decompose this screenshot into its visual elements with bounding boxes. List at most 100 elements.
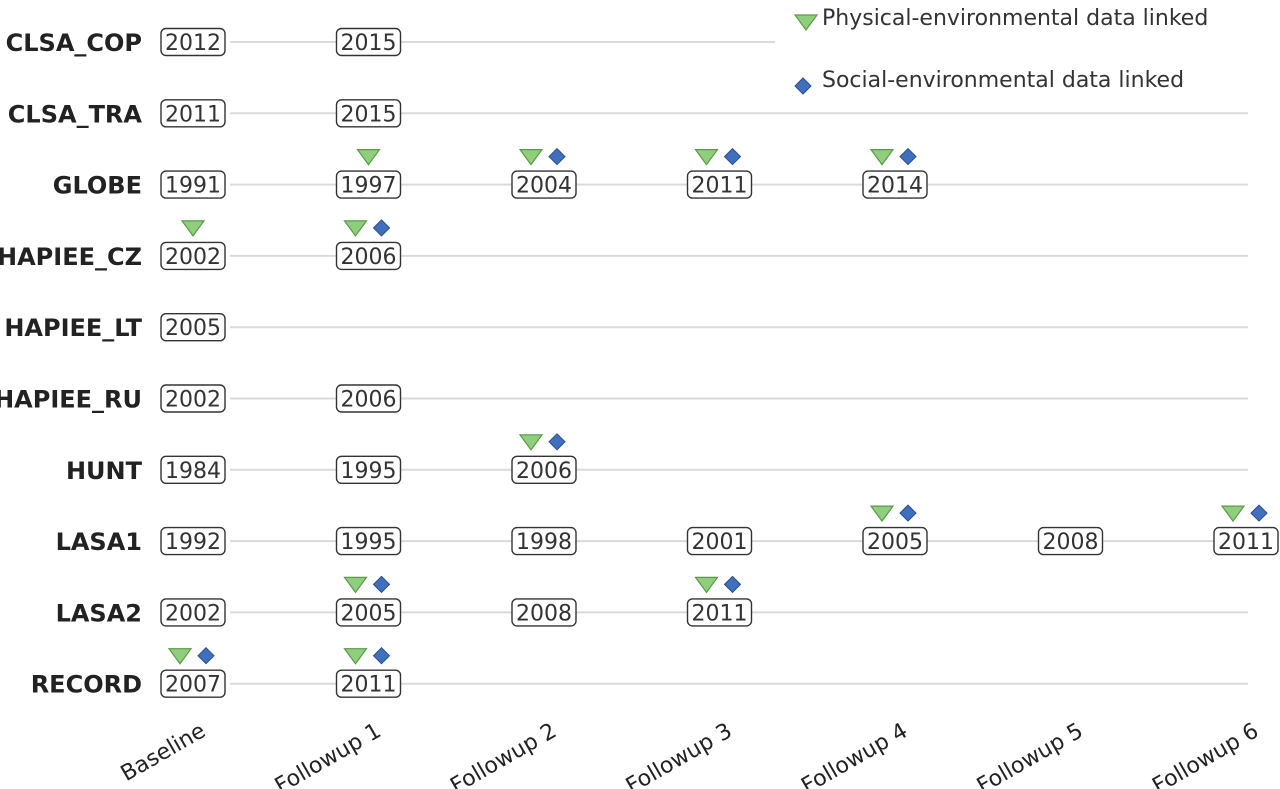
wave-cell: 2005 <box>160 313 226 342</box>
physical-marker-icon <box>343 648 368 665</box>
wave-cell: 2011 <box>686 575 753 627</box>
year-box <box>1037 526 1104 556</box>
wave-cell: 1992 <box>160 526 226 556</box>
chart-rows: CLSA_COP 2012 2015 CLSA_TRA 2011 2015 GLOBE 199… <box>0 27 1279 699</box>
year-box <box>335 99 402 128</box>
year-label: 2015 <box>341 102 397 127</box>
year-label: 2006 <box>341 388 397 413</box>
row-label: HAPIEE_LT <box>4 314 142 342</box>
year-box <box>160 669 226 698</box>
legend-diamond-icon <box>794 77 812 95</box>
wave-cell: 2011 <box>335 646 402 698</box>
legend-label-physical: Physical-environmental data linked <box>822 6 1208 31</box>
year-box <box>160 384 226 413</box>
year-label: 2011 <box>692 174 748 199</box>
wave-cell: 2006 <box>511 433 577 484</box>
physical-marker-icon <box>343 576 368 594</box>
row-label: HAPIEE_CZ <box>0 243 142 271</box>
wave-cell: 2002 <box>160 384 226 413</box>
wave-cell: 2006 <box>335 219 402 271</box>
year-label: 2002 <box>165 601 221 626</box>
wave-cell: 2001 <box>686 526 753 556</box>
year-label: 1995 <box>341 459 397 484</box>
year-box <box>335 170 402 199</box>
wave-cell: 2005 <box>335 575 402 627</box>
year-box <box>160 313 226 342</box>
wave-cell: 2011 <box>1213 504 1279 556</box>
year-label: 2011 <box>165 102 221 127</box>
cohort-row-hapiee-ru: HAPIEE_RU 2002 2006 <box>0 384 402 414</box>
year-label: 2008 <box>1043 530 1099 555</box>
social-marker-icon <box>899 147 917 166</box>
x-tick-label: Followup 2 <box>446 719 561 789</box>
year-label: 2011 <box>1218 530 1274 555</box>
cohort-row-record: RECORD 2007 2011 <box>31 646 402 699</box>
wave-cell: 2012 <box>160 27 226 57</box>
row-label: GLOBE <box>53 172 142 200</box>
x-axis: Baseline Followup 1 Followup 2 Followup 3 Fo… <box>117 719 1263 789</box>
wave-cell: 1997 <box>335 149 402 199</box>
year-label: 2002 <box>165 245 221 270</box>
wave-cell: 2015 <box>335 27 402 57</box>
year-box <box>862 170 928 199</box>
year-box <box>686 598 753 627</box>
year-box <box>335 455 402 484</box>
physical-marker-icon <box>356 149 381 166</box>
physical-marker-icon <box>869 149 895 166</box>
wave-cell: 1995 <box>335 526 402 556</box>
year-label: 2005 <box>341 601 397 626</box>
cohort-row-lasa1: LASA1 1992 1995 1998 2001 2005 2008 2011 <box>56 504 1279 556</box>
year-label: 2004 <box>516 174 572 199</box>
wave-cell: 1998 <box>511 526 577 556</box>
year-label: 2008 <box>516 601 572 626</box>
year-box <box>160 99 226 128</box>
year-box <box>160 27 226 57</box>
social-marker-icon <box>723 147 742 166</box>
year-label: 2006 <box>516 459 572 484</box>
year-label: 2015 <box>341 31 397 56</box>
year-label: 1998 <box>516 530 572 555</box>
social-marker-icon <box>372 219 391 237</box>
year-box <box>511 170 577 199</box>
year-box <box>335 669 402 698</box>
year-label: 1991 <box>165 174 221 199</box>
year-box <box>160 526 226 556</box>
wave-cell: 2002 <box>160 220 226 271</box>
social-marker-icon <box>1250 504 1268 522</box>
year-label: 2005 <box>867 530 923 555</box>
social-marker-icon <box>548 433 566 451</box>
cohort-row-hunt: HUNT 1984 1995 2006 <box>66 433 577 485</box>
x-tick-label: Followup 4 <box>797 719 912 789</box>
wave-cell: 2002 <box>160 598 226 627</box>
social-marker-icon <box>372 575 391 594</box>
cohort-row-globe: GLOBE 1991 1997 2004 2011 2014 <box>53 147 928 200</box>
social-marker-icon <box>548 147 566 166</box>
social-marker-icon <box>899 504 917 522</box>
wave-cell: 2006 <box>335 384 402 413</box>
row-label: CLSA_TRA <box>8 100 143 128</box>
year-box <box>160 241 226 271</box>
year-label: 2007 <box>165 673 221 698</box>
year-box <box>511 598 577 627</box>
wave-cell: 2005 <box>862 504 928 556</box>
year-box <box>160 598 226 627</box>
year-label: 2012 <box>165 31 221 56</box>
wave-cell: 1984 <box>160 455 226 484</box>
wave-cell: 2011 <box>160 99 226 128</box>
year-label: 1984 <box>165 459 221 484</box>
row-label: HUNT <box>66 457 143 485</box>
physical-marker-icon <box>694 149 719 166</box>
legend-label-social: Social-environmental data linked <box>822 68 1184 93</box>
cohort-row-hapiee-cz: HAPIEE_CZ 2002 2006 <box>0 219 402 271</box>
year-box <box>1213 526 1279 556</box>
wave-cell: 1995 <box>335 455 402 484</box>
wave-cell: 2008 <box>1037 526 1104 556</box>
x-tick-label: Followup 5 <box>973 719 1088 789</box>
year-label: 1995 <box>341 530 397 555</box>
physical-marker-icon <box>343 220 368 237</box>
x-tick-label: Followup 6 <box>1148 719 1263 789</box>
year-box <box>862 526 928 556</box>
x-tick-label: Baseline <box>117 719 210 787</box>
row-label: LASA1 <box>56 528 142 556</box>
